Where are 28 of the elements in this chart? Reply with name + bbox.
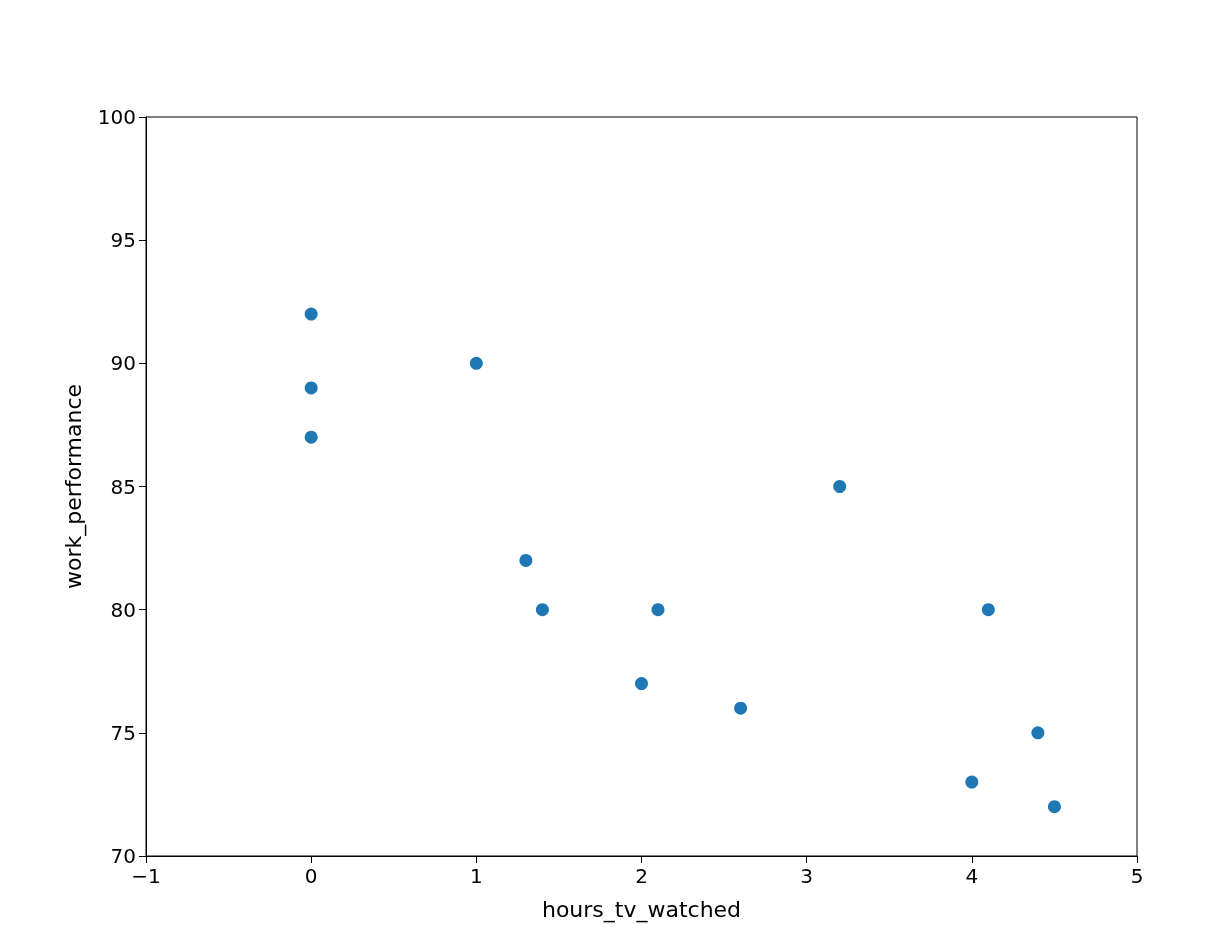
- x-tick-label: 4: [965, 864, 979, 888]
- point: [965, 775, 979, 789]
- point: [635, 677, 648, 691]
- point: [469, 356, 483, 370]
- point: [1031, 726, 1045, 740]
- y-axis-title: work_performance: [60, 383, 87, 590]
- x-tick-label: 5: [1130, 864, 1144, 888]
- point: [304, 430, 318, 444]
- point: [304, 381, 318, 395]
- point: [535, 603, 549, 617]
- x-tick-label: 3: [800, 864, 814, 888]
- point: [519, 553, 533, 567]
- point: [981, 603, 995, 617]
- y-tick-label: 75: [110, 720, 136, 745]
- y-tick-label: 80: [110, 597, 136, 622]
- x-tick-label: 0: [304, 864, 318, 888]
- y-tick-label: 100: [97, 105, 136, 129]
- point: [833, 480, 847, 493]
- y-tick-label: 95: [110, 228, 136, 253]
- y-tick-label: 90: [110, 351, 136, 376]
- point: [304, 307, 318, 321]
- y-tick-label: 85: [110, 474, 136, 499]
- point: [734, 701, 748, 715]
- x-tick-label: 1: [469, 864, 483, 888]
- x-axis-title: hours_tv_watched: [541, 896, 742, 923]
- point: [651, 603, 665, 617]
- point: [1047, 800, 1061, 814]
- x-tick-label: 2: [635, 864, 648, 888]
